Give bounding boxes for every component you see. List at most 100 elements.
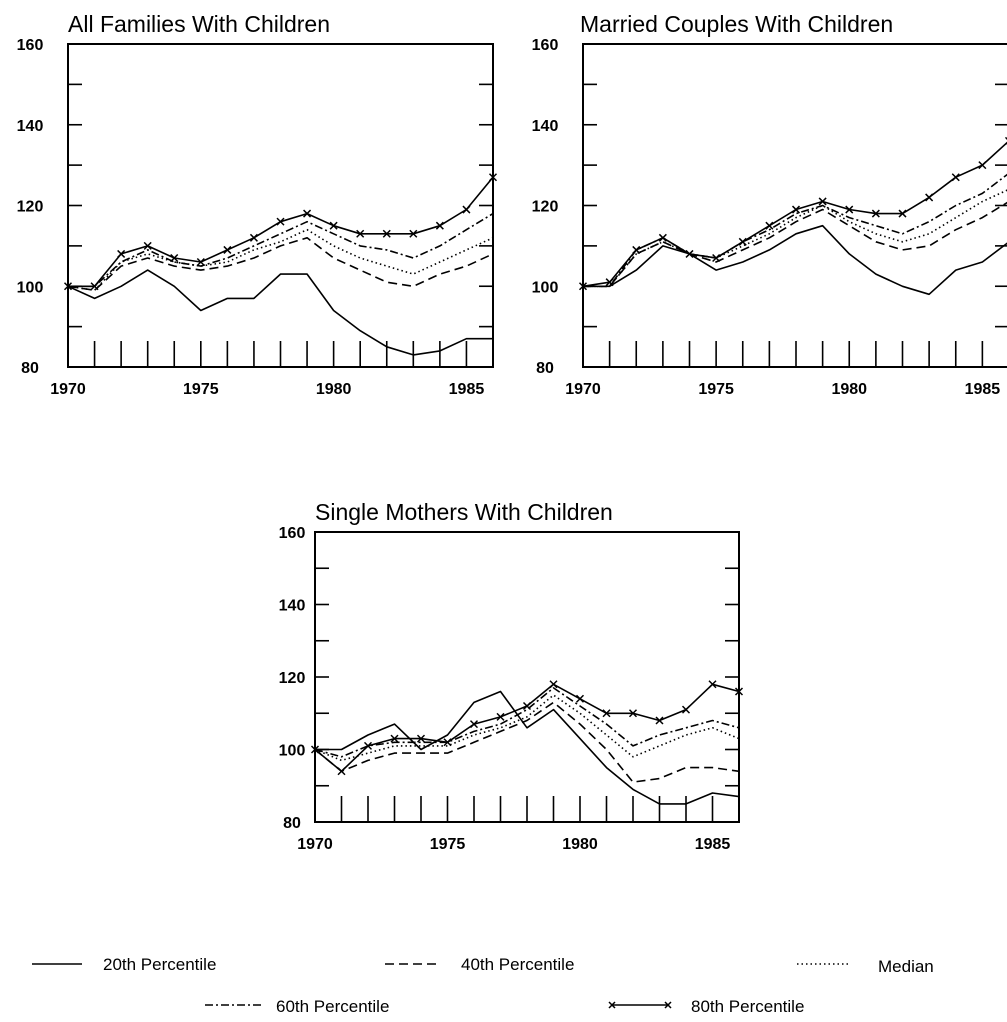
series-line-80th-percentile — [582, 141, 1007, 288]
x-tick-label: 1975 — [183, 381, 219, 398]
data-point-marker — [276, 217, 285, 226]
data-point-marker — [602, 709, 611, 718]
data-point-marker — [390, 734, 399, 743]
data-point-marker — [845, 205, 854, 214]
y-tick-label: 120 — [279, 670, 306, 687]
data-point-marker — [416, 734, 426, 743]
x-marker-icon — [664, 1001, 672, 1009]
legend-item-40th: 40th Percentile — [385, 955, 574, 974]
y-tick-label: 120 — [17, 199, 44, 216]
data-point-marker — [655, 716, 664, 725]
data-point-marker — [818, 197, 827, 206]
data-point-marker — [435, 221, 444, 230]
data-point-marker — [90, 282, 99, 291]
data-point-marker — [734, 687, 744, 696]
data-point-marker — [63, 282, 73, 291]
y-tick-label: 100 — [17, 279, 44, 296]
legend-label: 80th Percentile — [691, 997, 804, 1016]
data-point-marker — [337, 767, 346, 776]
data-point-marker — [738, 237, 747, 246]
x-marker-icon — [608, 1001, 616, 1009]
plot-frame — [314, 531, 740, 823]
legend-item-60th: 60th Percentile — [205, 997, 389, 1016]
data-point-marker — [249, 233, 258, 242]
x-tick-label: 1970 — [50, 381, 86, 398]
series-line-median — [67, 228, 494, 292]
chart-title: Married Couples With Children — [580, 11, 893, 37]
data-point-marker — [549, 680, 558, 689]
data-point-marker — [223, 245, 232, 254]
x-tick-label: 1975 — [698, 381, 734, 398]
data-point-marker — [575, 694, 585, 703]
series-line-20th-percentile — [67, 269, 493, 356]
series-line-60th-percentile — [314, 687, 740, 758]
chart-single-mothers: Single Mothers With Children 80 100 120 140… — [279, 499, 744, 853]
data-point-marker — [363, 741, 373, 750]
y-tick-label: 80 — [21, 360, 39, 377]
legend-item-median: Median — [797, 957, 934, 976]
y-tick-label: 160 — [279, 525, 306, 542]
data-point-marker — [898, 209, 907, 218]
legend-item-20th: 20th Percentile — [32, 955, 216, 974]
x-tick-label: 1980 — [316, 381, 352, 398]
data-point-marker — [488, 173, 498, 182]
data-point-marker — [496, 712, 505, 721]
data-point-marker — [871, 209, 880, 218]
y-tick-label: 160 — [17, 37, 44, 54]
legend-label: 60th Percentile — [276, 997, 389, 1016]
legend-label: Median — [878, 957, 934, 976]
data-point-marker — [409, 229, 418, 238]
data-point-marker — [951, 173, 960, 182]
plot-frame — [582, 43, 1007, 368]
data-point-marker — [196, 257, 205, 267]
legend-label: 20th Percentile — [103, 955, 216, 974]
x-tick-label: 1980 — [831, 381, 867, 398]
data-point-marker — [462, 205, 471, 214]
series-line-median — [583, 189, 1007, 288]
y-tick-label: 100 — [279, 743, 306, 760]
data-point-marker — [117, 249, 126, 258]
series-line-80th-percentile — [68, 176, 494, 288]
data-point-marker — [522, 701, 532, 711]
data-point-marker — [303, 209, 312, 218]
plot-frame — [67, 43, 494, 368]
x-tick-label: 1980 — [562, 836, 598, 853]
data-point-marker — [791, 205, 801, 214]
legend: 20th Percentile 40th Percentile Median 6… — [32, 955, 934, 1016]
x-tick-label: 1985 — [449, 381, 485, 398]
x-tick-label: 1970 — [565, 381, 601, 398]
data-point-marker — [605, 278, 614, 287]
data-point-marker — [978, 161, 987, 170]
series-line-60th-percentile — [68, 212, 494, 288]
y-tick-label: 140 — [532, 118, 559, 135]
data-point-marker — [382, 229, 391, 238]
series-line-20th-percentile — [583, 224, 1007, 296]
y-tick-label: 120 — [532, 199, 559, 216]
y-tick-label: 80 — [536, 360, 554, 377]
chart-title: All Families With Children — [68, 11, 330, 37]
data-point-marker — [632, 245, 641, 254]
x-tick-label: 1985 — [965, 381, 1001, 398]
data-point-marker — [310, 745, 320, 754]
y-tick-label: 140 — [17, 118, 44, 135]
data-point-marker — [658, 233, 667, 242]
series-line-20th-percentile — [315, 690, 740, 805]
data-point-marker — [143, 241, 152, 250]
x-tick-label: 1975 — [430, 836, 466, 853]
x-tick-label: 1985 — [695, 836, 731, 853]
data-point-marker — [628, 709, 638, 718]
data-point-marker — [925, 193, 934, 202]
data-point-marker — [329, 221, 338, 230]
series-line-40th-percentile — [67, 237, 494, 292]
data-point-marker — [681, 705, 691, 714]
legend-item-80th: 80th Percentile — [608, 997, 804, 1016]
chart-married-couples: Married Couples With Children 80 100 120 14… — [532, 11, 1007, 398]
data-point-marker — [469, 720, 479, 729]
data-point-marker — [685, 249, 694, 258]
chart-title: Single Mothers With Children — [315, 499, 613, 525]
series-line-40th-percentile — [583, 201, 1007, 288]
y-tick-label: 160 — [532, 37, 559, 54]
data-point-marker — [708, 680, 717, 689]
data-point-marker — [170, 253, 179, 263]
